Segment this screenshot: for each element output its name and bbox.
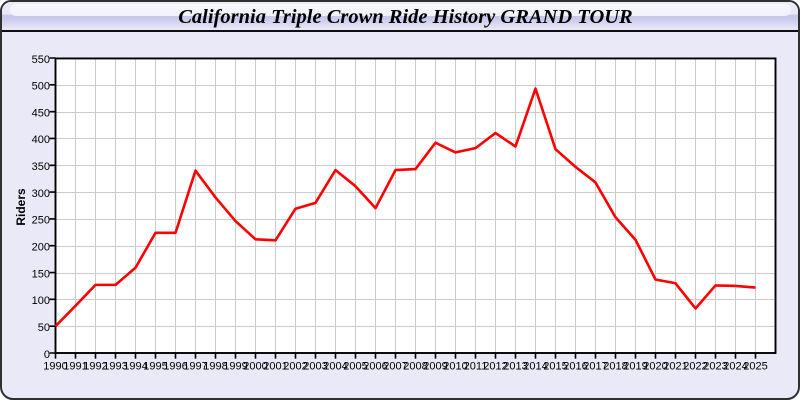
svg-text:2004: 2004 [323,361,347,373]
svg-text:1991: 1991 [63,361,87,373]
svg-text:1992: 1992 [83,361,107,373]
svg-text:Riders: Riders [14,188,28,226]
svg-text:1996: 1996 [163,361,187,373]
svg-text:2018: 2018 [603,361,627,373]
svg-text:2013: 2013 [503,361,527,373]
svg-text:0: 0 [44,349,50,361]
svg-text:1993: 1993 [103,361,127,373]
svg-text:2003: 2003 [303,361,327,373]
svg-text:2005: 2005 [343,361,367,373]
svg-text:2002: 2002 [283,361,307,373]
svg-text:2024: 2024 [723,361,747,373]
svg-text:2000: 2000 [243,361,267,373]
svg-text:2025: 2025 [743,361,767,373]
svg-text:2006: 2006 [363,361,387,373]
svg-text:1997: 1997 [183,361,207,373]
svg-text:2015: 2015 [543,361,567,373]
svg-text:500: 500 [32,81,50,93]
svg-text:1990: 1990 [43,361,67,373]
svg-text:400: 400 [32,134,50,146]
svg-text:2019: 2019 [623,361,647,373]
svg-text:2008: 2008 [403,361,427,373]
svg-text:550: 550 [32,54,50,66]
svg-text:150: 150 [32,268,50,280]
svg-text:2007: 2007 [383,361,407,373]
svg-text:100: 100 [32,295,50,307]
svg-text:300: 300 [32,188,50,200]
svg-text:2010: 2010 [443,361,467,373]
svg-text:2011: 2011 [464,361,488,373]
svg-text:2020: 2020 [643,361,667,373]
svg-text:1999: 1999 [223,361,247,373]
svg-text:2012: 2012 [483,361,507,373]
svg-text:2017: 2017 [583,361,607,373]
svg-text:200: 200 [32,241,50,253]
svg-text:2001: 2001 [263,361,287,373]
svg-text:50: 50 [38,322,50,334]
svg-text:1995: 1995 [143,361,167,373]
svg-text:1994: 1994 [123,361,147,373]
svg-text:2022: 2022 [683,361,707,373]
svg-text:1998: 1998 [203,361,227,373]
svg-text:2021: 2021 [663,361,687,373]
svg-text:2023: 2023 [703,361,727,373]
svg-text:450: 450 [32,107,50,119]
svg-text:2016: 2016 [563,361,587,373]
svg-text:2014: 2014 [523,361,547,373]
svg-text:250: 250 [32,215,50,227]
svg-text:2009: 2009 [423,361,447,373]
svg-text:350: 350 [32,161,50,173]
